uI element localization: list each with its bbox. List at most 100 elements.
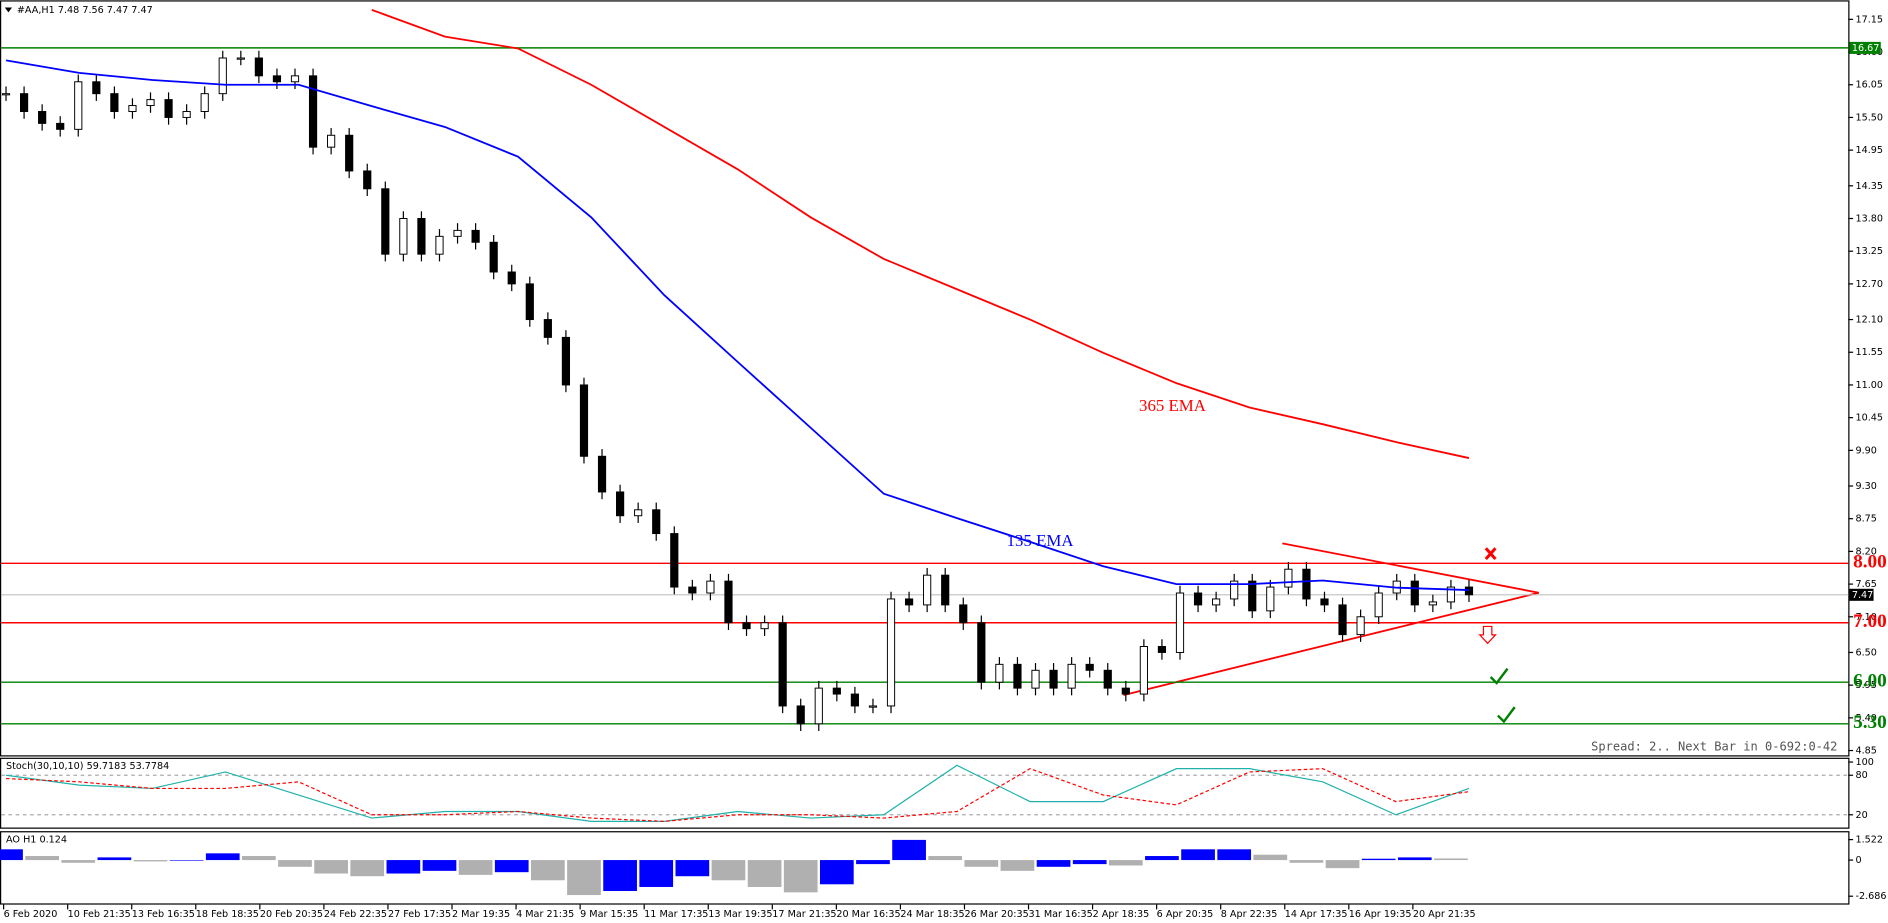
- candle: [742, 622, 751, 630]
- x-tick-label: 6 Apr 20:35: [1157, 909, 1214, 920]
- candle: [543, 319, 552, 338]
- candle: [1212, 598, 1221, 606]
- ao-bar: [1217, 849, 1252, 861]
- x-tick-label: 20 Apr 21:35: [1413, 909, 1476, 920]
- ao-bar: [242, 856, 276, 861]
- y-tick-label: 14.35: [1855, 181, 1883, 192]
- y-tick-label: 13.25: [1855, 246, 1883, 257]
- candle: [308, 75, 318, 148]
- candle: [1230, 580, 1239, 600]
- level-label: 5.30: [1853, 712, 1887, 733]
- ao-bar: [1325, 860, 1360, 869]
- candle: [1464, 586, 1474, 596]
- candle: [995, 663, 1004, 683]
- x-tick-label: 13 Mar 19:35: [708, 909, 772, 920]
- y-tick-label: 13.80: [1855, 214, 1883, 225]
- candle: [941, 574, 950, 606]
- candle: [1067, 663, 1076, 689]
- y-tick-label: 100: [1855, 757, 1873, 768]
- y-tick-label: 4.85: [1855, 746, 1876, 757]
- menu-icon[interactable]: [4, 7, 13, 13]
- y-tick-label: 9.30: [1855, 481, 1876, 492]
- candle: [471, 229, 480, 243]
- ao-bar: [205, 853, 240, 861]
- ao-bar: [386, 860, 421, 874]
- candle: [1410, 580, 1419, 606]
- ao-bar: [1289, 860, 1324, 863]
- candle: [1, 93, 11, 96]
- check-icon: [1497, 706, 1516, 724]
- ao-bar: [928, 856, 963, 861]
- candle: [146, 99, 155, 107]
- ao-bar: [856, 860, 890, 865]
- ema-line: [5, 59, 1470, 591]
- ao-bar: [531, 860, 565, 881]
- candle: [1284, 568, 1293, 588]
- x-tick-label: 16 Apr 19:35: [1349, 909, 1412, 920]
- candle: [977, 622, 986, 683]
- x-tick-label: 24 Mar 18:35: [900, 909, 964, 920]
- ao-bar: [1145, 856, 1179, 861]
- stoch-line: [5, 767, 1470, 822]
- ao-bar: [675, 860, 710, 877]
- x-tick-label: 14 Apr 17:35: [1285, 909, 1348, 920]
- ao-bar: [1000, 860, 1035, 871]
- x-tick-label: 27 Feb 17:35: [388, 909, 451, 920]
- x-tick-label: 2 Apr 18:35: [1093, 909, 1150, 920]
- candle: [56, 122, 65, 130]
- ao-bar: [494, 860, 529, 873]
- ao-bar: [1072, 860, 1107, 865]
- candle: [1446, 586, 1456, 603]
- ao-bar: [603, 860, 637, 892]
- y-tick-label: 11.55: [1855, 347, 1883, 358]
- candle: [1356, 616, 1365, 636]
- candle: [128, 105, 137, 112]
- y-tick-label: 16.05: [1855, 80, 1883, 91]
- candle: [616, 491, 625, 517]
- ao-bar: [1181, 849, 1215, 861]
- x-tick-label: 18 Feb 18:35: [196, 909, 259, 920]
- y-tick-label: 11.00: [1855, 380, 1883, 391]
- candle: [778, 622, 787, 707]
- y-tick-label: 15.50: [1855, 112, 1883, 123]
- candle: [597, 455, 607, 493]
- ema-label: 135 EMA: [1007, 531, 1075, 550]
- candle: [525, 283, 534, 321]
- candle: [760, 622, 769, 630]
- candle: [688, 586, 697, 594]
- candle: [1049, 669, 1058, 689]
- x-tick-label: 8 Apr 22:35: [1221, 909, 1278, 920]
- y-tick-label: -2.686: [1855, 891, 1886, 902]
- ao-bar: [278, 860, 312, 867]
- x-tick-label: 20 Mar 16:35: [836, 909, 900, 920]
- candle: [1085, 663, 1094, 671]
- candle: [634, 509, 643, 517]
- x-tick-label: 24 Feb 22:35: [324, 909, 387, 920]
- ao-bar: [964, 860, 999, 867]
- ao-bar: [458, 860, 493, 875]
- candle: [652, 509, 661, 535]
- candle: [489, 241, 498, 273]
- candle: [92, 81, 101, 95]
- y-tick-label: 12.70: [1855, 279, 1883, 290]
- x-tick-label: 2 Mar 19:35: [452, 909, 510, 920]
- candle: [1175, 592, 1185, 653]
- ao-bar: [1253, 854, 1288, 861]
- ao-bar: [1108, 860, 1143, 866]
- x-tick-label: 20 Feb 20:35: [260, 909, 323, 920]
- candle: [724, 580, 733, 624]
- ao-bar: [25, 856, 60, 861]
- price-box-label: 16.67: [1852, 43, 1880, 54]
- candle: [381, 188, 390, 255]
- candle: [345, 134, 354, 172]
- x-tick-label: 6 Feb 2020: [4, 909, 58, 920]
- ao-bar: [169, 860, 204, 861]
- x-tick-label: 17 Mar 21:35: [772, 909, 836, 920]
- price-box-label: 7.47: [1852, 590, 1873, 601]
- stoch-pane: [0, 757, 1850, 829]
- y-tick-label: 5.40: [1855, 713, 1876, 724]
- candle: [290, 75, 300, 83]
- candle: [923, 574, 932, 606]
- candle: [814, 687, 823, 725]
